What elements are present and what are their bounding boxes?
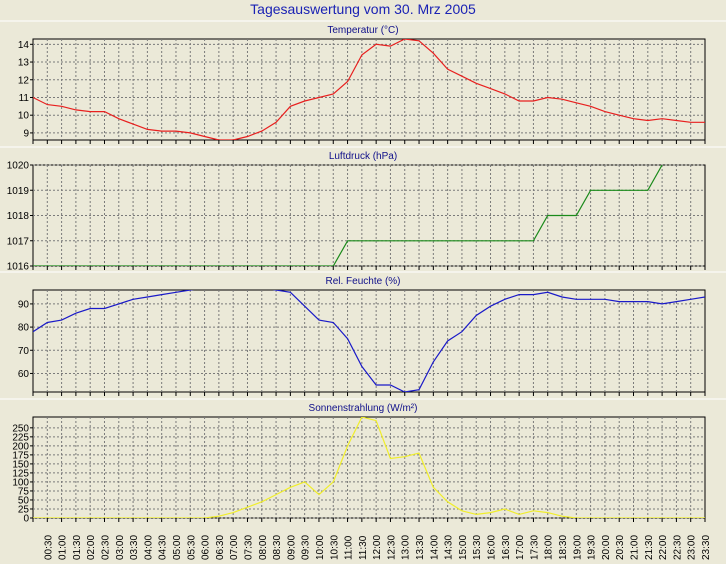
x-tick-label: 01:00 xyxy=(58,535,69,560)
y-tick-label: 75 xyxy=(18,486,30,497)
x-tick-label: 23:30 xyxy=(701,535,712,560)
y-tick-label: 0 xyxy=(23,514,29,525)
x-axis: 00:30 01:00 01:30 02:00 02:30 03:00 03:30 04:00… xyxy=(43,535,712,560)
x-tick-label: 09:00 xyxy=(286,535,297,560)
y-tick-label: 12 xyxy=(18,75,30,86)
x-tick-label: 18:00 xyxy=(544,535,555,560)
x-tick-label: 21:30 xyxy=(644,535,655,560)
y-tick-label: 70 xyxy=(18,346,30,357)
y-tick-label: 25 xyxy=(18,504,30,515)
x-tick-label: 09:30 xyxy=(301,535,312,560)
plot-area xyxy=(32,38,706,141)
x-tick-label: 03:00 xyxy=(115,535,126,560)
panel-title: Rel. Feuchte (%) xyxy=(325,276,400,287)
panel-title: Sonnenstrahlung (W/m²) xyxy=(309,403,418,414)
x-tick-label: 08:30 xyxy=(272,535,283,560)
series-line xyxy=(33,417,705,518)
plot-area xyxy=(32,416,706,519)
page-title: Tagesauswertung vom 30. Mrz 2005 xyxy=(250,1,476,17)
chart-panel-4: Sonnenstrahlung (W/m²) 025507510012515017… xyxy=(0,398,726,525)
y-tick-label: 150 xyxy=(12,459,29,470)
y-tick-label: 200 xyxy=(12,441,29,452)
x-tick-label: 12:00 xyxy=(372,535,383,560)
y-tick-label: 50 xyxy=(18,495,30,506)
panel-title: Luftdruck (hPa) xyxy=(329,151,397,162)
x-tick-label: 00:30 xyxy=(43,535,54,560)
x-tick-label: 03:30 xyxy=(129,535,140,560)
y-tick-label: 14 xyxy=(18,40,30,51)
x-tick-label: 20:00 xyxy=(601,535,612,560)
x-tick-label: 05:30 xyxy=(186,535,197,560)
series-line xyxy=(33,165,663,266)
x-tick-label: 11:00 xyxy=(344,535,355,560)
x-tick-label: 05:00 xyxy=(172,535,183,560)
series-line xyxy=(33,290,705,392)
x-tick-label: 11:30 xyxy=(358,535,369,560)
x-tick-label: 13:00 xyxy=(401,535,412,560)
y-tick-label: 250 xyxy=(12,423,29,434)
chart-panel-3: Rel. Feuchte (%) 60 70 80 90 xyxy=(0,271,726,396)
chart-panel-1: Temperatur (°C) 9 10 11 12 13 14 xyxy=(0,20,726,144)
y-tick-label: 80 xyxy=(18,323,30,334)
x-tick-label: 12:30 xyxy=(386,535,397,560)
x-tick-label: 06:30 xyxy=(215,535,226,560)
x-tick-label: 19:30 xyxy=(587,535,598,560)
y-tick-label: 90 xyxy=(18,299,30,310)
x-tick-label: 10:30 xyxy=(329,535,340,560)
y-tick-label: 1016 xyxy=(7,262,30,273)
x-tick-label: 10:00 xyxy=(315,535,326,560)
x-tick-label: 16:00 xyxy=(487,535,498,560)
y-tick-label: 60 xyxy=(18,369,30,380)
y-tick-label: 10 xyxy=(18,111,30,122)
y-tick-label: 125 xyxy=(12,468,29,479)
x-tick-label: 06:00 xyxy=(201,535,212,560)
x-tick-label: 14:00 xyxy=(429,535,440,560)
y-tick-label: 13 xyxy=(18,58,30,69)
x-tick-label: 07:30 xyxy=(243,535,254,560)
x-tick-label: 21:00 xyxy=(630,535,641,560)
x-tick-label: 15:00 xyxy=(458,535,469,560)
x-tick-label: 14:30 xyxy=(444,535,455,560)
y-tick-label: 1019 xyxy=(7,186,30,197)
y-tick-label: 175 xyxy=(12,450,29,461)
x-tick-label: 18:30 xyxy=(558,535,569,560)
y-tick-label: 1020 xyxy=(7,161,30,172)
x-tick-label: 02:30 xyxy=(100,535,111,560)
x-tick-label: 23:00 xyxy=(687,535,698,560)
y-tick-label: 1017 xyxy=(7,236,30,247)
chart-panel-2: Luftdruck (hPa) 1016 1017 1018 1019 1020 xyxy=(0,146,726,273)
x-tick-label: 22:00 xyxy=(658,535,669,560)
x-tick-label: 16:30 xyxy=(501,535,512,560)
panel-title: Temperatur (°C) xyxy=(327,25,398,36)
x-tick-label: 13:30 xyxy=(415,535,426,560)
x-tick-label: 22:30 xyxy=(672,535,683,560)
x-tick-label: 04:30 xyxy=(158,535,169,560)
x-tick-label: 08:00 xyxy=(258,535,269,560)
y-tick-label: 225 xyxy=(12,432,29,443)
x-tick-label: 02:00 xyxy=(86,535,97,560)
x-tick-label: 20:30 xyxy=(615,535,626,560)
x-tick-label: 04:00 xyxy=(143,535,154,560)
y-tick-label: 100 xyxy=(12,477,29,488)
x-tick-label: 19:00 xyxy=(572,535,583,560)
x-tick-label: 01:30 xyxy=(72,535,83,560)
y-tick-label: 9 xyxy=(23,128,29,139)
series-line xyxy=(33,39,705,140)
x-tick-label: 17:00 xyxy=(515,535,526,560)
x-tick-label: 07:00 xyxy=(229,535,240,560)
y-tick-label: 11 xyxy=(19,93,30,104)
x-tick-label: 15:30 xyxy=(472,535,483,560)
y-tick-label: 1018 xyxy=(7,211,30,222)
x-tick-label: 17:30 xyxy=(529,535,540,560)
